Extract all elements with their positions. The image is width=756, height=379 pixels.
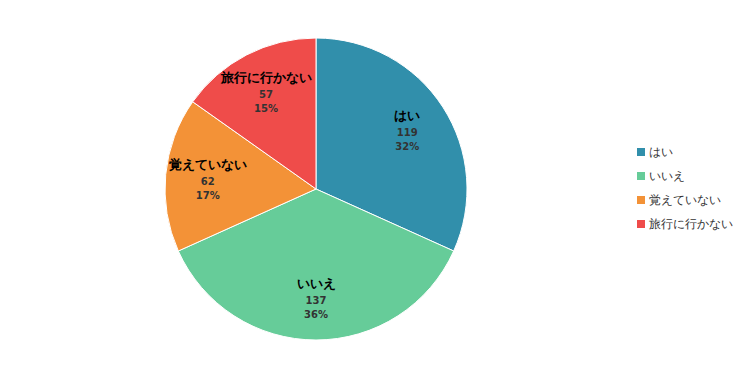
label-value: 62: [201, 176, 215, 187]
label-percent: 32%: [395, 141, 419, 152]
data-labels: はい 119 32% いいえ 137 36% 覚えていない 62 17% 旅行に行かない 57 15%: [169, 70, 421, 319]
legend-swatch: [637, 172, 645, 180]
label-value: 137: [306, 295, 327, 306]
legend-label: 旅行に行かない: [649, 217, 733, 231]
label-percent: 36%: [304, 309, 328, 320]
label-value: 119: [397, 127, 418, 138]
label-percent: 15%: [254, 103, 278, 114]
legend-swatch: [637, 196, 645, 204]
label-category: 覚えていない: [169, 157, 247, 172]
legend-swatch: [637, 148, 645, 156]
chart: はい 119 32% いいえ 137 36% 覚えていない 62 17% 旅行に行かない 57 15%…: [0, 0, 756, 379]
legend: はいいいえ覚えていない旅行に行かない: [637, 145, 733, 231]
slices: [165, 38, 467, 340]
legend-swatch: [637, 220, 645, 228]
legend-label: いいえ: [649, 169, 685, 183]
legend-label: はい: [649, 145, 673, 159]
label-category: 旅行に行かない: [220, 70, 312, 85]
label-category: はい: [394, 108, 420, 123]
legend-label: 覚えていない: [649, 193, 721, 207]
label-value: 57: [259, 89, 273, 100]
label-category: いいえ: [297, 276, 336, 291]
label-percent: 17%: [196, 190, 220, 201]
